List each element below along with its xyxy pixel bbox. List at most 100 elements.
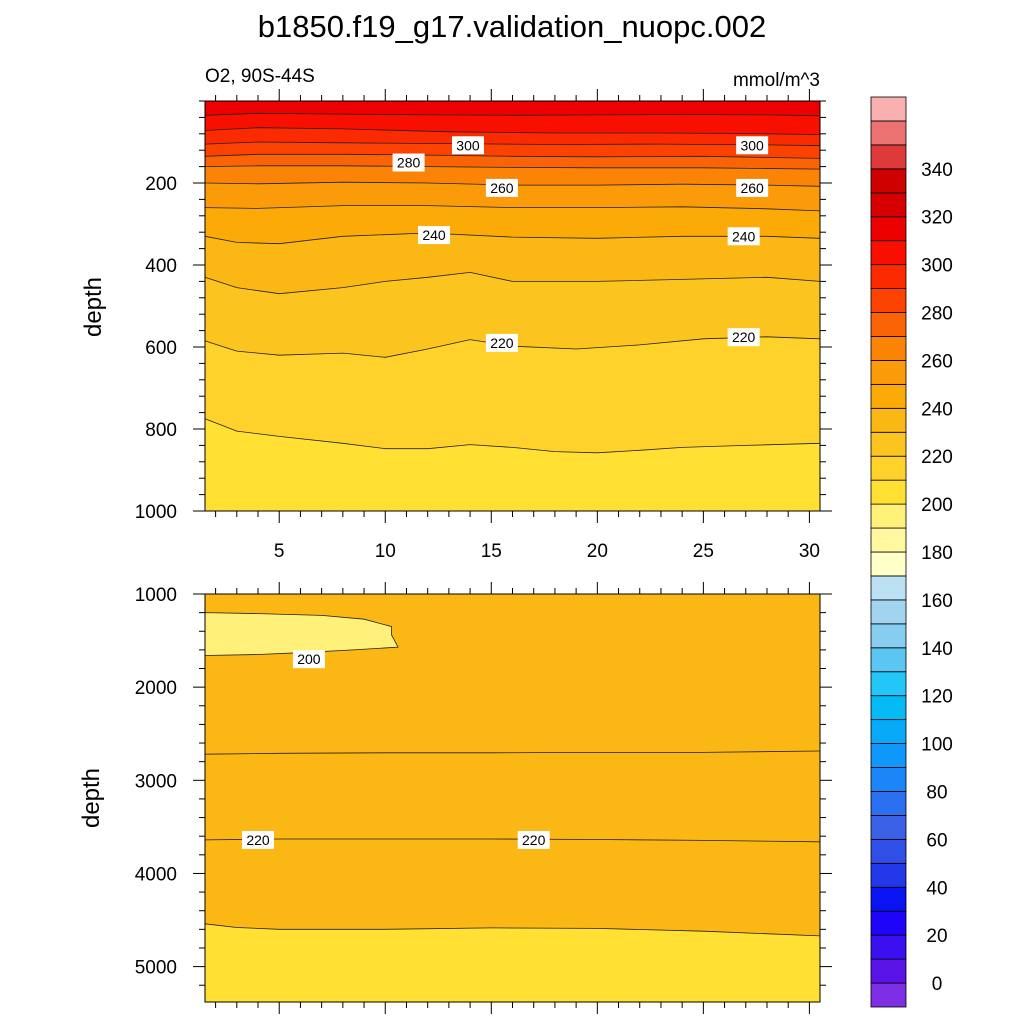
colorbar-swatch xyxy=(870,910,907,936)
colorbar-swatch xyxy=(870,862,907,888)
contour-label-bg xyxy=(736,178,769,197)
colorbar-label: 340 xyxy=(921,160,953,181)
colorbar: 0 20 40 60 80 100 120 140 160 180 200 220 240 260 280 3… xyxy=(870,96,953,1008)
contour-label-bg xyxy=(485,333,518,352)
x-tick-label: 20 xyxy=(587,541,608,562)
x-tick-label: 25 xyxy=(693,541,714,562)
colorbar-swatch xyxy=(870,982,907,1008)
colorbar-swatch xyxy=(870,503,907,529)
contour-label: 200 xyxy=(292,650,325,669)
colorbar-swatch xyxy=(870,336,907,361)
colorbar-label: 100 xyxy=(921,735,953,756)
y-tick-label: 1000 xyxy=(135,502,177,523)
colorbar-swatch xyxy=(870,695,907,721)
colorbar-swatch xyxy=(870,527,907,553)
contour-label-bg xyxy=(727,328,760,347)
contour-label-text: 200 xyxy=(297,651,321,667)
colorbar-swatch xyxy=(870,671,907,697)
colorbar-swatch xyxy=(870,360,907,385)
x-tick-label: 10 xyxy=(375,541,396,562)
colorbar-swatch xyxy=(870,455,907,481)
colorbar-swatch xyxy=(870,312,907,337)
contour-label-bg xyxy=(727,227,760,246)
x-tick-label: 15 xyxy=(481,541,502,562)
colorbar-swatch xyxy=(870,120,907,146)
colorbar-label: 300 xyxy=(921,256,953,277)
figure-title: b1850.f19_g17.validation_nuopc.002 xyxy=(258,9,767,44)
x-tick-label: 30 xyxy=(799,541,820,562)
contour-label-text: 220 xyxy=(732,329,756,345)
contour-label-text: 280 xyxy=(397,155,421,171)
contour-label: 300 xyxy=(451,136,484,155)
contour-line-240 xyxy=(204,232,821,245)
contour-label: 260 xyxy=(485,178,518,197)
contour-label: 300 xyxy=(736,136,769,155)
colorbar-swatch xyxy=(870,216,907,242)
contour-line-250 xyxy=(204,205,821,212)
contour-label: 220 xyxy=(517,830,550,849)
colorbar-swatch xyxy=(870,240,907,266)
contour-label-bg xyxy=(392,153,425,172)
colorbar-swatch xyxy=(870,407,907,433)
contour-label-text: 240 xyxy=(422,227,446,243)
colorbar-swatch xyxy=(870,383,907,409)
y-tick-label: 2000 xyxy=(135,678,177,699)
contour-label-bg xyxy=(451,136,484,155)
y-tick-label: 1000 xyxy=(135,585,177,606)
contour-label-text: 220 xyxy=(522,832,546,848)
colorbar-swatch xyxy=(870,551,907,577)
colorbar-label: 260 xyxy=(921,351,953,372)
contour-label-text: 220 xyxy=(490,335,514,351)
colorbar-label: 120 xyxy=(921,687,953,708)
y-tick-label: 800 xyxy=(145,420,177,441)
contour-label-text: 240 xyxy=(732,228,756,244)
y-tick-label: 4000 xyxy=(135,864,177,885)
x-tick-label: 5 xyxy=(274,541,285,562)
contour-line-280 xyxy=(204,153,821,159)
units-label: mmol/m^3 xyxy=(733,70,820,91)
contour-line-230 xyxy=(204,271,821,295)
lower-panel: 200 220 220 1000 2000 3000 4000 5000 xyxy=(135,582,832,1014)
colorbar-swatch xyxy=(870,96,907,122)
colorbar-label: 220 xyxy=(921,447,953,468)
colorbar-swatch xyxy=(870,647,907,673)
lower-ylabel: depth xyxy=(78,768,105,828)
colorbar-swatch xyxy=(870,886,907,912)
contour-line-210 xyxy=(204,418,821,454)
contour-line-230 xyxy=(204,923,821,937)
colorbar-label: 240 xyxy=(921,399,953,420)
contour-line-300 xyxy=(204,127,821,135)
colorbar-swatch xyxy=(870,934,907,960)
contour-line-270 xyxy=(204,165,821,170)
contour-label-text: 300 xyxy=(740,137,764,153)
contour-label-bg xyxy=(517,830,550,849)
contour-label-text: 260 xyxy=(490,180,514,196)
colorbar-swatch xyxy=(870,623,907,649)
y-tick-label: 3000 xyxy=(135,771,177,792)
colorbar-swatch xyxy=(870,838,907,864)
contour-label: 240 xyxy=(727,227,760,246)
contour-label: 220 xyxy=(485,333,518,352)
colorbar-label: 280 xyxy=(921,304,953,325)
upper-panel: 300 300 280 260 260 240 240 220 220 200 400 600 800 1… xyxy=(135,89,832,562)
contour-line-310 xyxy=(204,112,821,117)
colorbar-label: 80 xyxy=(926,782,947,803)
contour-line-220 xyxy=(204,838,821,843)
contour-label: 240 xyxy=(418,226,451,245)
colorbar-label: 160 xyxy=(921,591,953,612)
contour-label: 220 xyxy=(727,328,760,347)
colorbar-label: 140 xyxy=(921,639,953,660)
colorbar-swatch xyxy=(870,431,907,457)
contour-region-200 xyxy=(204,612,399,656)
colorbar-swatch xyxy=(870,958,907,984)
colorbar-swatch xyxy=(870,767,907,792)
y-tick-label: 5000 xyxy=(135,958,177,979)
colorbar-label: 0 xyxy=(932,974,943,995)
contour-label-bg xyxy=(736,136,769,155)
colorbar-swatch xyxy=(870,599,907,625)
contour-label-bg xyxy=(485,178,518,197)
contour-label-text: 220 xyxy=(246,832,270,848)
y-tick-label: 200 xyxy=(145,174,177,195)
colorbar-swatch xyxy=(870,815,907,840)
colorbar-label: 60 xyxy=(926,830,947,851)
